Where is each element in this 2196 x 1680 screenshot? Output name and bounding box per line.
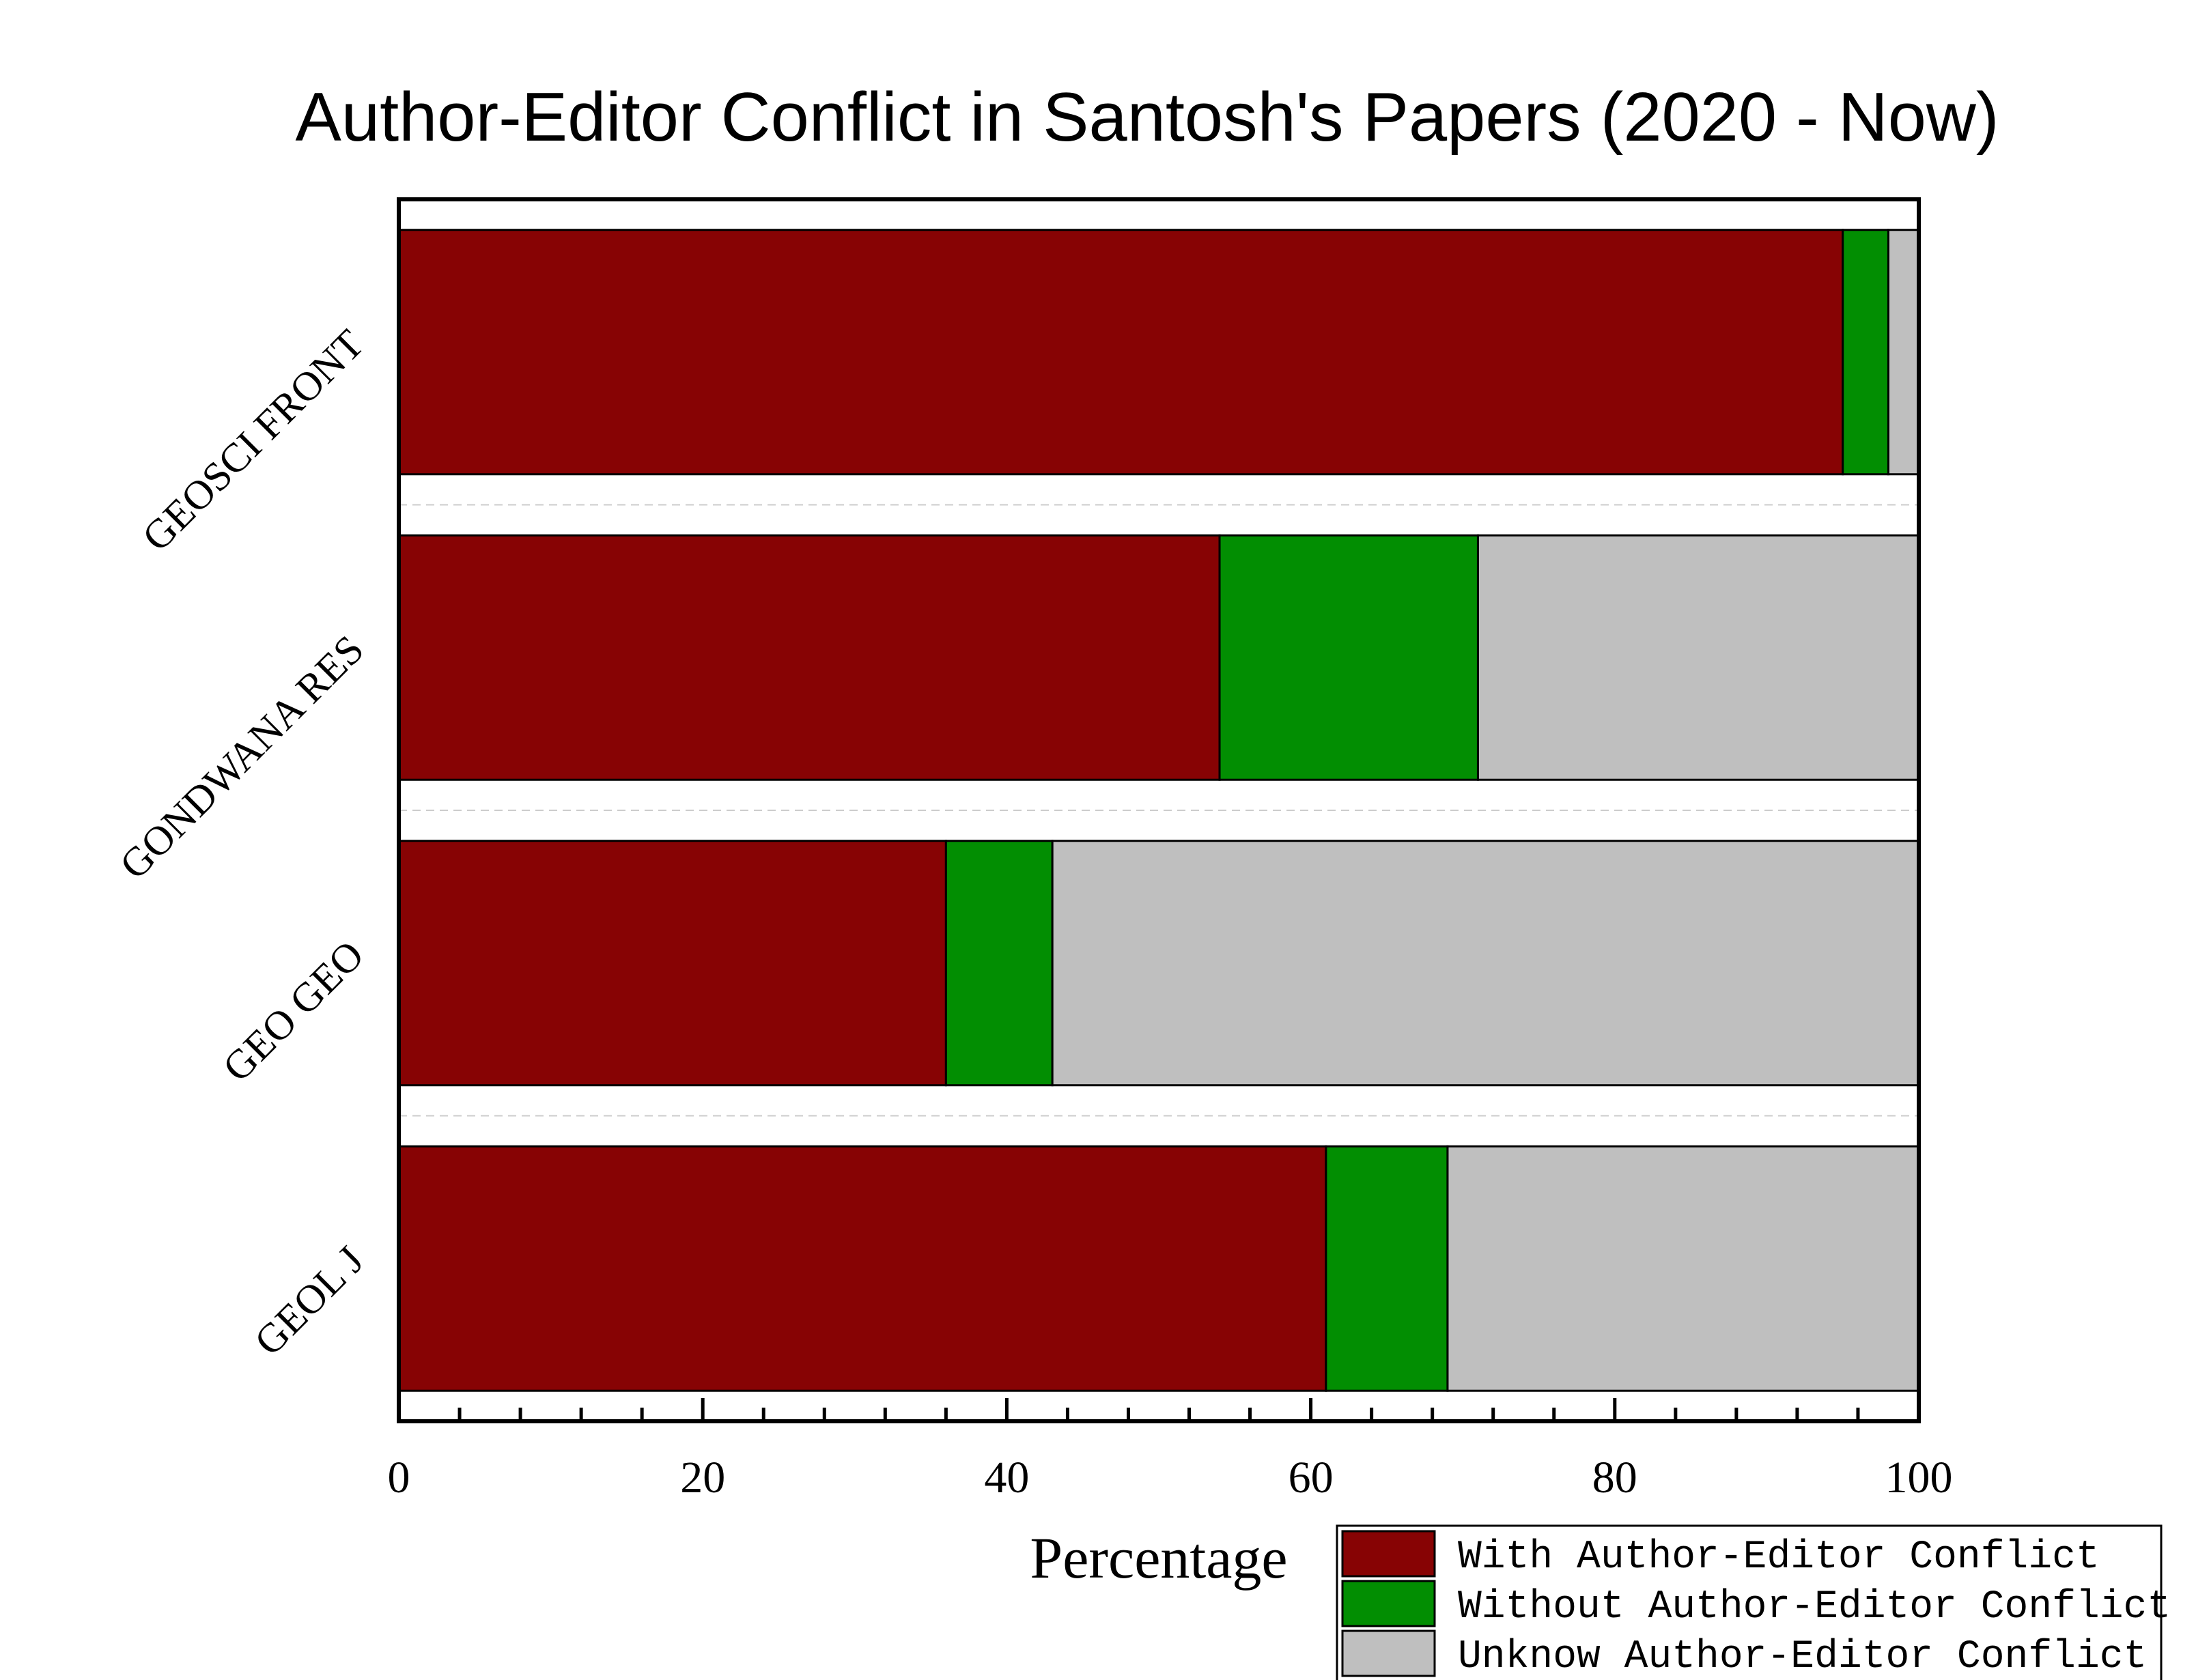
legend-items: With Author-Editor Conflict Without Autho… bbox=[1341, 1530, 2171, 1679]
bar-segment-3-geo-geo bbox=[1051, 840, 1920, 1087]
x-tick-label: 0 bbox=[388, 1453, 410, 1503]
x-tick-label: 100 bbox=[1885, 1453, 1953, 1503]
category-label: GEOSCI FRONT bbox=[134, 321, 373, 560]
bar-segment-3-geol-j bbox=[1446, 1145, 1920, 1392]
legend-swatch bbox=[1341, 1580, 1436, 1627]
x-axis-tick-labels: 0 20 40 60 80 100 bbox=[388, 1453, 1953, 1503]
bar-segment-3-gondwana-res bbox=[1476, 534, 1920, 781]
legend: With Author-Editor Conflict Without Autho… bbox=[1336, 1524, 2171, 1680]
legend-frame bbox=[1336, 1524, 2163, 1680]
bar-segment-2-geo-geo bbox=[944, 840, 1054, 1087]
legend-swatch bbox=[1341, 1629, 1436, 1677]
bar-segment-2-geol-j bbox=[1325, 1145, 1449, 1392]
bar-segment-1-geosci-front bbox=[397, 229, 1844, 476]
bar-segment-1-geo-geo bbox=[397, 840, 947, 1087]
x-tick-label: 80 bbox=[1592, 1453, 1637, 1503]
chart-title: Author-Editor Conflict in Santosh's Pape… bbox=[296, 79, 1999, 156]
bar-segment-2-gondwana-res bbox=[1218, 534, 1479, 781]
bars bbox=[397, 229, 1920, 1392]
bar-segment-2-geosci-front bbox=[1842, 229, 1889, 476]
category-label: GEOL J bbox=[246, 1238, 372, 1364]
plot-frame bbox=[397, 197, 1921, 1423]
x-tick-label: 20 bbox=[680, 1453, 725, 1503]
x-axis-ticks bbox=[397, 1398, 1921, 1421]
bar-segment-1-gondwana-res bbox=[397, 534, 1221, 781]
legend-label: Without Author-Editor Conflict bbox=[1458, 1585, 2171, 1629]
x-axis-label: Percentage bbox=[1030, 1525, 1287, 1591]
x-tick-label: 60 bbox=[1289, 1453, 1334, 1503]
grid-lines bbox=[399, 504, 1919, 1117]
category-label: GONDWANA RES bbox=[111, 627, 373, 888]
legend-swatch bbox=[1341, 1530, 1436, 1578]
legend-label: With Author-Editor Conflict bbox=[1458, 1535, 2100, 1580]
bar-segment-1-geol-j bbox=[397, 1145, 1327, 1392]
category-labels: GEOSCI FRONT GONDWANA RES GEO GEO GEOL J bbox=[111, 321, 373, 1364]
x-tick-label: 40 bbox=[984, 1453, 1029, 1503]
legend-label: Unknow Author-Editor Conflict bbox=[1458, 1635, 2147, 1679]
category-label: GEO GEO bbox=[214, 932, 373, 1090]
bar-segment-3-geosci-front bbox=[1887, 229, 1920, 476]
